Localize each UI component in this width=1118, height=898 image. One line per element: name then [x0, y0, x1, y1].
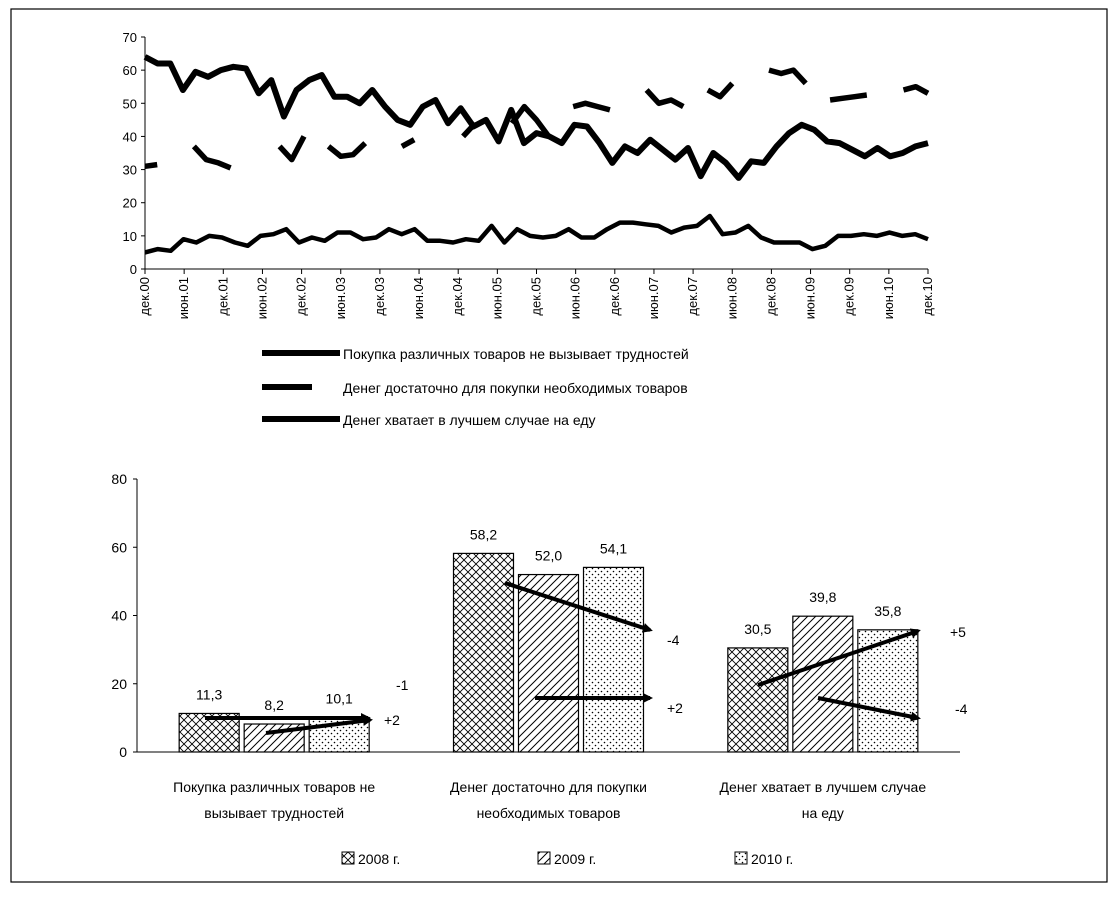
line-series-3: [143, 54, 929, 181]
legend-label-3: Денег хватает в лучшем случае на еду: [343, 412, 596, 428]
bar-legend-swatch-2: [537, 851, 551, 865]
line-x-tick-label: июн.08: [724, 277, 739, 319]
bar-data-label: 52,0: [535, 548, 562, 564]
bar-legend-swatch-1: [341, 851, 355, 865]
change-label-5: +5: [950, 624, 966, 640]
bar-category-label: Денег хватает в лучшем случае: [720, 779, 927, 795]
line-y-tick-label: 40: [123, 129, 137, 144]
bar-data-label: 35,8: [874, 603, 901, 619]
line-x-tick-label: июн.09: [803, 277, 818, 319]
line-y-tick-label: 30: [123, 163, 137, 178]
line-y-tick-label: 60: [123, 63, 137, 78]
line-x-tick-label: дек.04: [450, 277, 465, 316]
line-x-tick-label: дек.07: [685, 277, 700, 316]
line-x-tick-label: июн.03: [333, 277, 348, 319]
bar-legend-label-1: 2008 г.: [358, 851, 400, 867]
bar-data-label: 8,2: [264, 697, 284, 713]
line-x-tick-label: дек.06: [607, 277, 622, 316]
line-series-1: [144, 213, 929, 255]
change-arrow-6: [817, 696, 921, 722]
bar-legend-swatch-3: [734, 851, 748, 865]
change-arrow-3: [504, 581, 653, 633]
bar-y-tick-label: 60: [111, 539, 127, 555]
line-x-tick-label: дек.09: [842, 277, 857, 316]
bar-data-label: 54,1: [600, 540, 627, 556]
line-x-tick-label: дек.01: [215, 277, 230, 316]
line-chart-legend: Покупка различных товаров не вызывает тр…: [262, 346, 689, 428]
bar-category-label: необходимых товаров: [477, 805, 621, 821]
line-x-tick-label: июн.05: [489, 277, 504, 319]
change-label-6: -4: [955, 701, 968, 717]
bar-data-label: 11,3: [196, 686, 222, 702]
bar-data-label: 10,1: [326, 691, 353, 707]
change-label-4: +2: [667, 700, 683, 716]
line-x-tick-label: июн.04: [411, 277, 426, 319]
line-x-tick-label: дек.10: [920, 277, 935, 316]
line-x-tick-label: июн.07: [646, 277, 661, 319]
line-chart: 0 10 20 30 40 50 60 70 дек.00 июн.01 дек.01 июн.02 д…: [123, 30, 935, 319]
bar-category-label: вызывает трудностей: [204, 805, 344, 821]
line-series-2: [144, 67, 930, 171]
bar-category-label: Денег достаточно для покупки: [450, 779, 647, 795]
legend-label-1: Покупка различных товаров не вызывает тр…: [343, 346, 689, 362]
bar-2-1: [452, 552, 515, 753]
legend-label-2: Денег достаточно для покупки необходимых…: [343, 380, 688, 396]
bar-3-3: [857, 629, 919, 753]
change-arrow-2: [265, 715, 373, 735]
bar-data-label: 58,2: [470, 526, 497, 542]
bar-category-label: Покупка различных товаров не: [173, 779, 375, 795]
bar-chart: 0 20 40 60 80 11,3 8,2 10,1 Покупка различных то…: [111, 471, 967, 821]
bar-data-label: 30,5: [744, 621, 771, 637]
change-label-2: +2: [384, 712, 400, 728]
bar-chart-legend: 2008 г. 2009 г. 2010 г.: [341, 851, 793, 867]
change-arrow-5: [757, 628, 921, 687]
bar-legend-label-3: 2010 г.: [751, 851, 793, 867]
bar-data-label: 39,8: [809, 589, 836, 605]
line-x-tick-label: июн.02: [254, 277, 269, 319]
line-y-tick-label: 50: [123, 96, 137, 111]
bar-2-2: [517, 573, 580, 753]
change-label-1: -1: [396, 677, 409, 693]
bar-2-3: [582, 566, 645, 753]
line-x-tick-label: июн.06: [568, 277, 583, 319]
bar-3-2: [792, 615, 854, 753]
line-x-tick-label: дек.03: [372, 277, 387, 316]
line-y-tick-label: 70: [123, 30, 137, 45]
line-x-tick-label: дек.02: [294, 277, 309, 316]
bar-y-tick-label: 80: [111, 471, 127, 487]
line-x-tick-label: дек.00: [137, 277, 152, 316]
line-y-tick-label: 10: [123, 229, 137, 244]
line-x-tick-label: июн.01: [176, 277, 191, 319]
bar-y-tick-label: 20: [111, 676, 127, 692]
line-x-tick-label: дек.05: [529, 277, 544, 316]
change-label-3: -4: [667, 632, 680, 648]
bar-3-1: [727, 647, 789, 753]
bar-y-tick-label: 40: [111, 608, 127, 624]
bar-legend-label-2: 2009 г.: [554, 851, 596, 867]
line-x-tick-label: июн.10: [881, 277, 896, 319]
bar-category-label: на еду: [802, 805, 844, 821]
line-x-tick-label: дек.08: [763, 277, 778, 316]
line-y-tick-label: 20: [123, 196, 137, 211]
bar-y-tick-label: 0: [119, 744, 127, 760]
line-y-tick-label: 0: [130, 262, 137, 277]
